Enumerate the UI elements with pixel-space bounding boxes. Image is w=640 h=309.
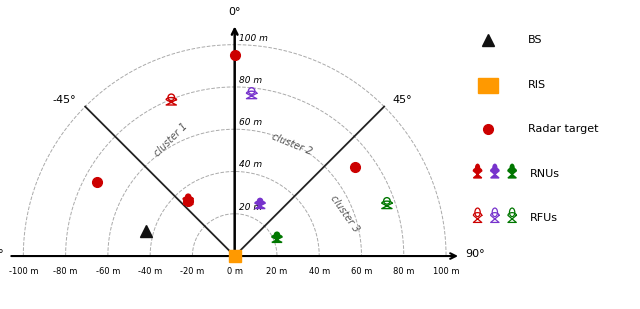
Text: 0 m: 0 m xyxy=(227,267,243,276)
Text: -100 m: -100 m xyxy=(8,267,38,276)
Text: 45°: 45° xyxy=(393,95,413,105)
Text: Radar target: Radar target xyxy=(527,124,598,134)
Circle shape xyxy=(185,193,191,200)
Polygon shape xyxy=(272,235,282,242)
Text: -40 m: -40 m xyxy=(138,267,163,276)
Circle shape xyxy=(257,198,263,204)
Text: 80 m: 80 m xyxy=(393,267,415,276)
Circle shape xyxy=(475,163,480,172)
Text: RNUs: RNUs xyxy=(529,169,559,179)
Circle shape xyxy=(492,163,497,172)
Polygon shape xyxy=(474,168,482,178)
Text: 100 m: 100 m xyxy=(239,34,268,43)
Text: -45°: -45° xyxy=(53,95,77,105)
Circle shape xyxy=(274,231,280,238)
Text: cluster 1: cluster 1 xyxy=(153,121,190,159)
Polygon shape xyxy=(255,201,265,209)
Bar xyxy=(477,78,499,93)
Polygon shape xyxy=(183,197,193,204)
Text: RIS: RIS xyxy=(527,80,546,90)
Text: -60 m: -60 m xyxy=(95,267,120,276)
Text: RFUs: RFUs xyxy=(529,213,557,223)
Text: cluster 3: cluster 3 xyxy=(328,193,361,234)
Text: 20 m: 20 m xyxy=(239,203,262,212)
Text: 60 m: 60 m xyxy=(351,267,372,276)
Polygon shape xyxy=(508,168,516,178)
Text: -90°: -90° xyxy=(0,249,4,259)
Text: 90°: 90° xyxy=(465,249,484,259)
Circle shape xyxy=(509,163,515,172)
Text: 100 m: 100 m xyxy=(433,267,460,276)
Text: 40 m: 40 m xyxy=(308,267,330,276)
Text: 0°: 0° xyxy=(228,7,241,17)
Text: 80 m: 80 m xyxy=(239,76,262,85)
Text: 40 m: 40 m xyxy=(239,160,262,169)
Text: BS: BS xyxy=(527,35,542,45)
Text: 60 m: 60 m xyxy=(239,118,262,127)
Polygon shape xyxy=(491,168,499,178)
Text: -80 m: -80 m xyxy=(53,267,78,276)
Text: cluster 2: cluster 2 xyxy=(270,131,314,157)
Text: -20 m: -20 m xyxy=(180,267,205,276)
Text: 20 m: 20 m xyxy=(266,267,287,276)
